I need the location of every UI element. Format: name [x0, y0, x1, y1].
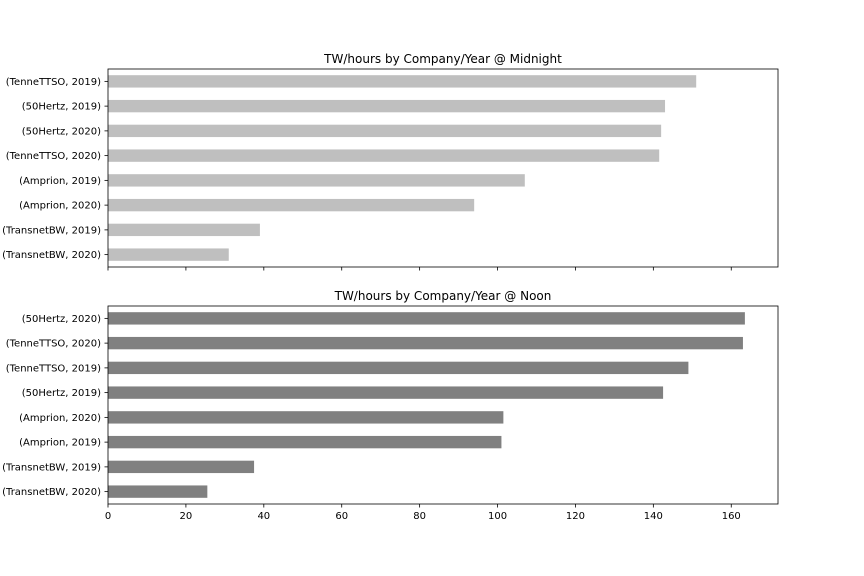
- midnight-bar: [108, 99, 666, 113]
- noon-category-label: (50Hertz, 2019): [22, 388, 101, 399]
- noon-bar: [108, 435, 502, 449]
- noon-bar: [108, 485, 208, 498]
- noon-xtick-label: 0: [105, 511, 111, 522]
- noon-bar: [108, 312, 745, 325]
- noon-category-label: (50Hertz, 2020): [22, 314, 101, 325]
- noon-category-label: (Amprion, 2019): [19, 438, 101, 449]
- noon-bar: [108, 411, 504, 424]
- midnight-category-label: (TenneTTSO, 2020): [6, 151, 101, 162]
- midnight-bar: [108, 198, 475, 212]
- midnight-chart-title: TW/hours by Company/Year @ Midnight: [323, 52, 562, 66]
- noon-chart-title: TW/hours by Company/Year @ Noon: [334, 289, 552, 303]
- noon-category-label: (Amprion, 2020): [19, 413, 101, 424]
- midnight-bar: [108, 223, 260, 237]
- midnight-bar: [108, 248, 229, 261]
- midnight-category-label: (TransnetBW, 2019): [2, 225, 101, 236]
- noon-xtick-label: 60: [335, 511, 348, 522]
- noon-bar: [108, 361, 689, 375]
- noon-chart-panel: TW/hours by Company/Year @ Noon (50Hertz…: [2, 289, 779, 522]
- midnight-bar: [108, 149, 660, 162]
- midnight-bar: [108, 75, 697, 88]
- noon-xtick-label: 80: [413, 511, 426, 522]
- midnight-bar: [108, 124, 662, 138]
- noon-category-label: (TransnetBW, 2019): [2, 462, 101, 473]
- noon-category-label: (TenneTTSO, 2020): [6, 339, 101, 350]
- midnight-category-label: (Amprion, 2020): [19, 201, 101, 212]
- noon-bar: [108, 336, 743, 350]
- noon-axes-frame: [107, 305, 779, 505]
- noon-bar: [108, 386, 664, 399]
- midnight-axes-frame: [107, 68, 779, 268]
- midnight-category-label: (TransnetBW, 2020): [2, 250, 101, 261]
- noon-xtick-label: 140: [644, 511, 663, 522]
- noon-bar: [108, 460, 255, 474]
- midnight-chart-panel: TW/hours by Company/Year @ Midnight (Ten…: [2, 52, 779, 271]
- noon-xtick-label: 40: [257, 511, 270, 522]
- noon-category-label: (TransnetBW, 2020): [2, 487, 101, 498]
- noon-xtick-label: 20: [180, 511, 193, 522]
- midnight-category-label: (TenneTTSO, 2019): [6, 77, 101, 88]
- noon-xtick-label: 160: [722, 511, 741, 522]
- noon-category-label: (TenneTTSO, 2019): [6, 363, 101, 374]
- midnight-category-label: (Amprion, 2019): [19, 176, 101, 187]
- midnight-category-label: (50Hertz, 2019): [22, 102, 101, 113]
- noon-xtick-label: 120: [566, 511, 585, 522]
- noon-xtick-label: 100: [488, 511, 507, 522]
- midnight-category-label: (50Hertz, 2020): [22, 126, 101, 137]
- midnight-bar: [108, 174, 525, 187]
